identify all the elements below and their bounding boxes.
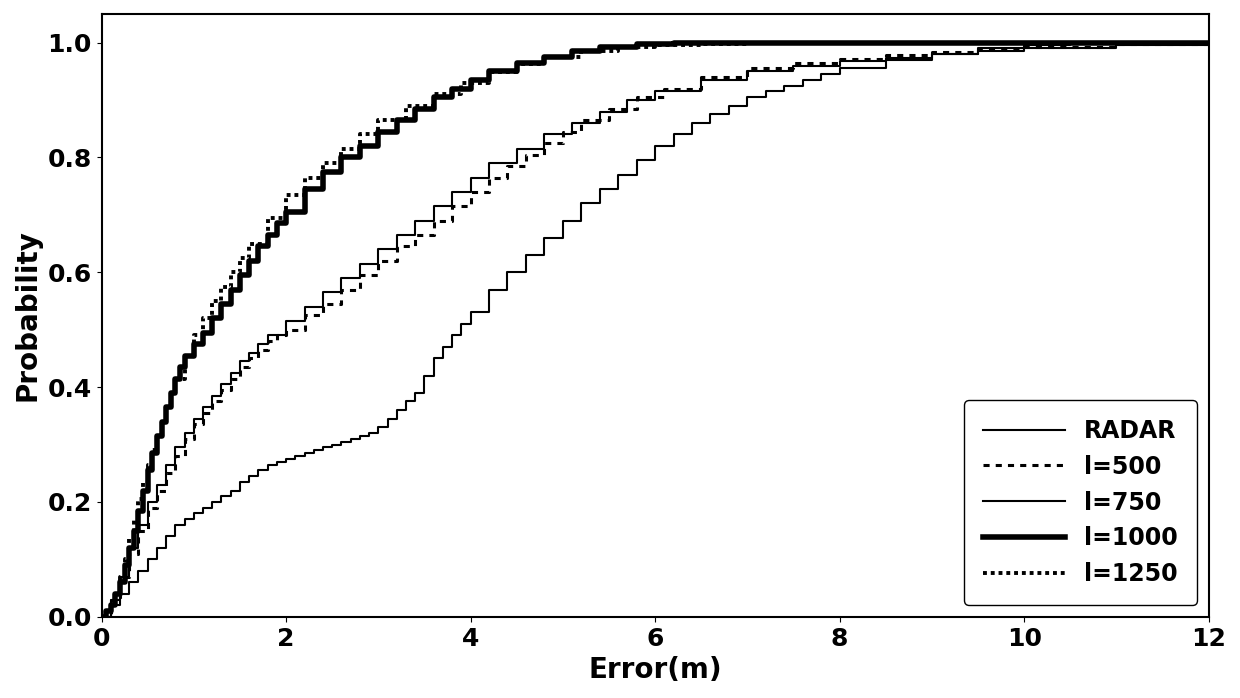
Y-axis label: Probability: Probability: [14, 230, 42, 401]
X-axis label: Error(m): Error(m): [588, 656, 722, 684]
Legend: RADAR, l=500, l=750, l=1000, l=1250: RADAR, l=500, l=750, l=1000, l=1250: [963, 400, 1197, 605]
